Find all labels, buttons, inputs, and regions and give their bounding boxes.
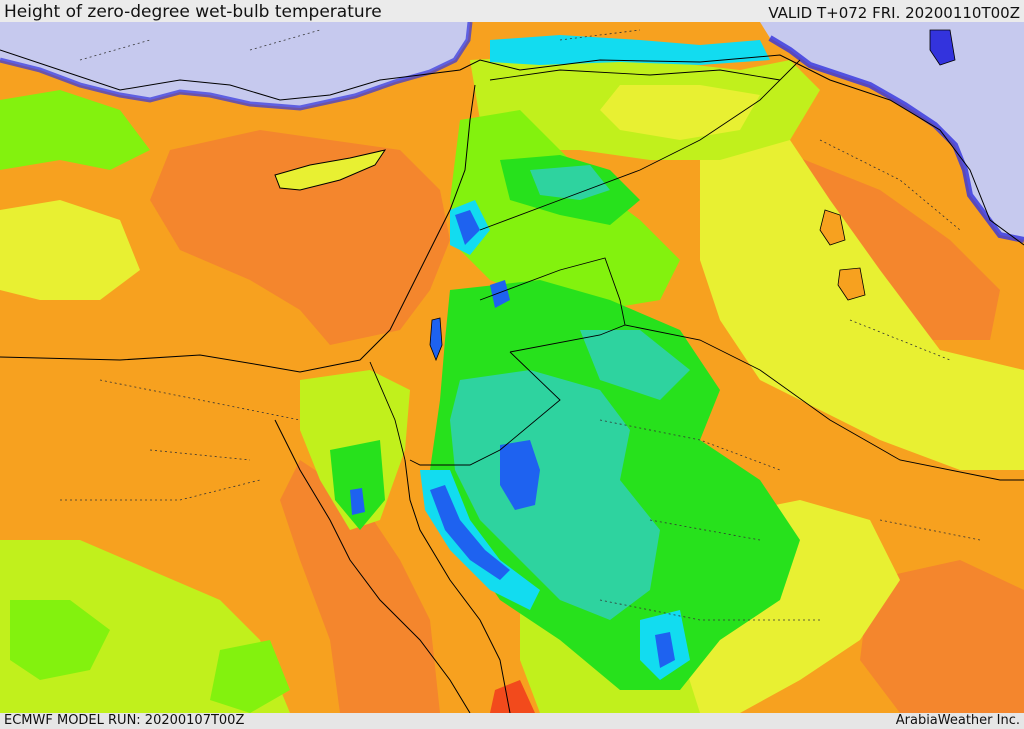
dotted-borders-1 <box>60 379 301 501</box>
zone-dark-orange-east <box>780 150 1000 340</box>
border-3 <box>509 324 626 353</box>
zone-teal-east-arabia <box>580 330 690 400</box>
lake-northeast <box>929 29 956 66</box>
zone-light-green-south <box>210 640 290 713</box>
valid-time: VALID T+072 FRI. 20200110T00Z <box>768 4 1020 22</box>
border-6 <box>489 69 781 81</box>
levant-coastline <box>0 84 476 373</box>
zone-yellow-east <box>700 140 1024 470</box>
zone-dark-orange-cyprus-region <box>150 130 450 345</box>
zone-yellow-west-strip <box>0 200 140 300</box>
zone-dark-orange-southeast <box>860 560 1024 713</box>
mediterranean-sea <box>0 22 470 108</box>
zone-light-green-west <box>0 90 150 170</box>
map-canvas <box>0 22 1024 713</box>
zone-blue-coast <box>430 485 510 580</box>
northeast-sea <box>760 22 1024 240</box>
zone-blue-south <box>655 632 675 668</box>
zone-red <box>490 680 535 713</box>
cyprus-island <box>274 149 387 191</box>
border-1 <box>479 59 801 231</box>
border-4 <box>409 351 561 466</box>
header-bar <box>0 0 1024 22</box>
border-2 <box>479 257 1024 481</box>
zone-light-green-southwest <box>10 600 110 680</box>
zone-cyan-north-edge <box>490 35 770 65</box>
zone-teal-north <box>530 165 610 200</box>
zone-dark-orange-redsea <box>280 460 440 713</box>
lake-east-1 <box>819 209 846 246</box>
northeast-sea-edge <box>768 35 1024 243</box>
red-sea-coastline-east <box>404 459 511 713</box>
zone-blue-interior <box>500 440 540 510</box>
dotted-borders-2 <box>599 419 820 621</box>
med-coast-edge <box>0 22 473 111</box>
border-5 <box>369 361 406 461</box>
zone-teal-arabia <box>450 370 660 620</box>
map-title: Height of zero-degree wet-bulb temperatu… <box>4 2 382 22</box>
zone-blue-lebanon <box>455 210 480 245</box>
dotted-borders-4 <box>79 29 641 61</box>
red-sea-coastline <box>274 419 471 713</box>
zone-blue-sinai <box>350 488 365 515</box>
turkey-coastline <box>0 49 1024 246</box>
dotted-borders-3 <box>819 139 981 541</box>
dead-sea <box>429 317 443 362</box>
lake-east-2 <box>837 267 866 301</box>
credit-label: ArabiaWeather Inc. <box>895 713 1020 728</box>
zone-green-sinai <box>330 440 385 530</box>
model-run-label: ECMWF MODEL RUN: 20200107T00Z <box>4 713 245 728</box>
map-area <box>0 22 1024 713</box>
zone-blue-jordan <box>490 280 510 308</box>
footer-bar <box>0 713 1024 729</box>
